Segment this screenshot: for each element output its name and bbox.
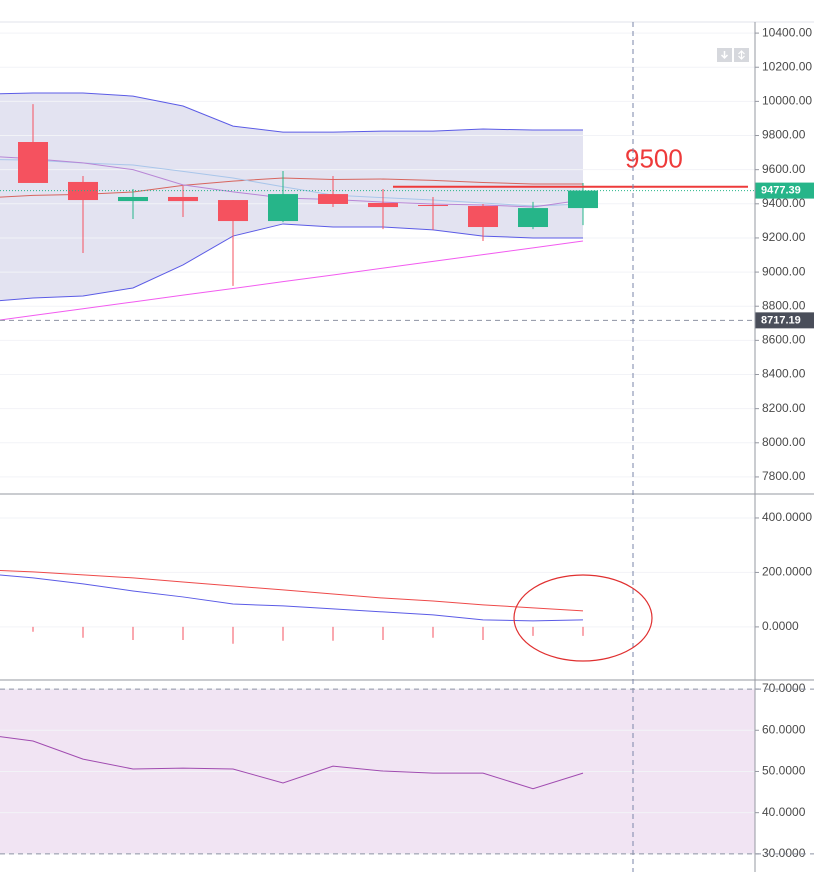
highlight-circle	[513, 574, 653, 662]
level-label: 9500	[625, 144, 683, 174]
indicator-line	[0, 736, 584, 790]
y-tick-label: 9600.00	[762, 162, 806, 176]
y-tick-label: 0.0000	[762, 619, 799, 633]
y-tick-label: 40.0000	[762, 805, 806, 819]
y-tick-label: 8600.00	[762, 333, 806, 347]
y-tick-label: 8200.00	[762, 401, 806, 415]
indicator-line	[0, 240, 584, 321]
pane-buttons[interactable]	[717, 48, 749, 62]
y-tick-label: 60.0000	[762, 722, 806, 736]
candle-body	[218, 200, 248, 222]
y-tick-label: 9000.00	[762, 264, 806, 278]
y-tick-label: 70.0000	[762, 681, 806, 695]
y-tick-label: 10000.00	[762, 94, 812, 108]
y-tick-label: 10200.00	[762, 59, 812, 73]
y-tick-label: 200.0000	[762, 565, 812, 579]
candle-body	[518, 208, 548, 228]
marker-tag	[755, 312, 814, 329]
y-tick-label: 8400.00	[762, 367, 806, 381]
indicator-line	[0, 92, 583, 133]
indicator-line	[0, 574, 584, 622]
candle-body	[468, 206, 498, 228]
arrow-icon	[738, 50, 745, 60]
y-tick-label: 8000.00	[762, 435, 806, 449]
candle-body	[18, 142, 48, 183]
y-tick-label: 9200.00	[762, 230, 806, 244]
candle-body	[418, 204, 448, 207]
y-tick-label: 50.0000	[762, 764, 806, 778]
y-tick-label: 8800.00	[762, 298, 806, 312]
candle-body	[318, 194, 348, 204]
last-price-tag	[755, 182, 814, 199]
candle-body	[268, 194, 298, 222]
last-price-label: 9477.39	[761, 184, 801, 196]
y-tick-label: 7800.00	[762, 469, 806, 483]
indicator-line	[0, 569, 584, 612]
marker-label: 8717.19	[761, 314, 801, 326]
y-tick-label: 9400.00	[762, 196, 806, 210]
candle-body	[68, 181, 98, 201]
y-tick-label: 10400.00	[762, 25, 812, 39]
y-tick-label: 30.0000	[762, 846, 806, 860]
arrow-icon	[720, 51, 729, 60]
candle-body	[568, 190, 598, 209]
price-axis: 10400.00 10200.00 10000.00 9800.00 9600.00 94…	[755, 25, 814, 860]
plot-area: 9500	[0, 32, 755, 855]
candle-body	[118, 196, 148, 202]
candle-body	[368, 202, 398, 208]
candle-body	[168, 196, 198, 202]
y-tick-label: 400.0000	[762, 510, 812, 524]
y-tick-label: 9800.00	[762, 128, 806, 142]
